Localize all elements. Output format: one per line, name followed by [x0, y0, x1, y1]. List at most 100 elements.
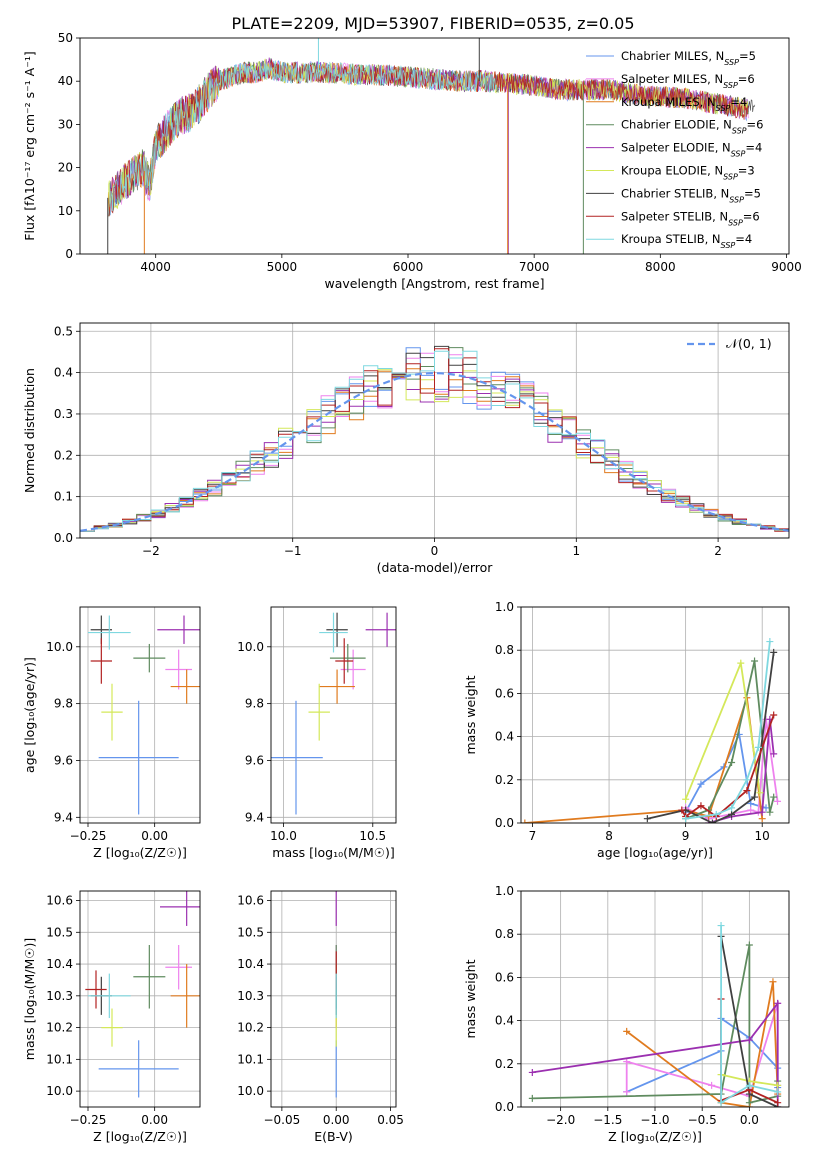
- axes-frame: [79, 37, 790, 255]
- y-tick-label: 40: [58, 74, 73, 88]
- axes-mass_vs_ebv: −0.05 0.00 0.05 10.0 10.1 10.2 10.3 10.4 10.5 10.…: [237, 890, 404, 1144]
- weight-marker: [728, 804, 736, 812]
- y-tick-label: 50: [58, 31, 73, 45]
- y-tick-label: 0.0: [495, 816, 514, 830]
- figure-title: PLATE=2209, MJD=53907, FIBERID=0535, z=0…: [231, 14, 634, 33]
- x-tick-label: 0.00: [141, 1113, 168, 1127]
- weight-marker: [747, 806, 755, 814]
- legend-label: Salpeter STELIB, NSSP=6: [621, 209, 760, 227]
- weight-marker: [623, 1027, 631, 1035]
- y-tick-label: 10.2: [237, 1021, 264, 1035]
- y-tick-label: 10: [58, 204, 73, 218]
- axes-frame: [520, 606, 790, 824]
- axes-weight_vs_Z: −2.0 −1.5 −1.0 −0.5 0.0 0.0 0.2 0.4 0.6 0.8 1.0 Z […: [463, 884, 790, 1144]
- weight-marker: [766, 808, 774, 816]
- y-tick-label: 1.0: [495, 884, 514, 898]
- y-tick-label: 0.2: [495, 773, 514, 787]
- y-tick-label: 10.1: [237, 1052, 264, 1066]
- weight-marker: [708, 1081, 716, 1089]
- legend-label: Kroupa ELODIE, NSSP=3: [621, 164, 755, 182]
- legend-label: Chabrier MILES, NSSP=5: [621, 49, 756, 67]
- x-tick-label: −0.25: [70, 1113, 107, 1127]
- y-tick-label: 0.0: [495, 1100, 514, 1114]
- y-tick-label: 0.6: [495, 686, 514, 700]
- legend: Chabrier MILES, NSSP=5 Salpeter MILES, NS…: [586, 49, 763, 250]
- weight-marker: [770, 750, 778, 758]
- legend-label: Kroupa MILES, NSSP=4: [621, 95, 747, 113]
- weight-marker: [728, 759, 736, 767]
- weight-marker: [762, 804, 770, 812]
- weight-marker: [743, 787, 751, 795]
- weight-marker: [774, 1099, 782, 1107]
- x-tick-label: 1: [572, 544, 580, 558]
- weight-marker: [745, 1036, 753, 1044]
- y-tick-label: 9.8: [54, 697, 73, 711]
- error-bars: [271, 612, 396, 815]
- axes-frame: [520, 890, 790, 1108]
- y-tick-label: 10.5: [237, 925, 264, 939]
- x-tick-label: 10.0: [270, 829, 297, 843]
- y-tick-label: 0.5: [54, 324, 73, 338]
- weight-marker: [770, 711, 778, 719]
- weight-marker: [770, 648, 778, 656]
- y-tick-label: 10.0: [46, 640, 73, 654]
- y-tick-label: 9.8: [245, 697, 264, 711]
- axes-frame: [79, 890, 201, 1108]
- spectrum-lines: [107, 38, 756, 254]
- weight-marker: [528, 1094, 536, 1102]
- y-tick-label: 30: [58, 117, 73, 131]
- weight-series-7: [681, 714, 775, 818]
- x-tick-label: 7000: [519, 260, 550, 274]
- weight-marker: [743, 776, 751, 784]
- weight-marker: [745, 1081, 753, 1089]
- x-tick-label: 0.05: [377, 1113, 404, 1127]
- y-tick-label: 9.6: [54, 753, 73, 767]
- weight-marker: [528, 1068, 536, 1076]
- x-tick-label: 10: [755, 829, 770, 843]
- y-tick-label: 10.1: [46, 1052, 73, 1066]
- weight-series-3: [685, 660, 775, 820]
- y-axis-label: mass weight: [463, 959, 478, 1038]
- weight-marker: [751, 793, 759, 801]
- spectrum-series-8: [109, 60, 497, 216]
- y-tick-label: 9.4: [54, 810, 73, 824]
- weight-marker: [623, 1058, 631, 1066]
- histogram-series-8: [80, 350, 789, 532]
- x-axis-label: mass [log₁₀(M/M☉)]: [272, 845, 394, 860]
- x-tick-label: 10.5: [359, 829, 386, 843]
- weight-marker: [708, 819, 716, 823]
- axes-spectrum: 4000 5000 6000 7000 8000 9000 0 10 20 30 40 50 wavel…: [22, 31, 802, 291]
- x-tick-label: 8: [605, 829, 613, 843]
- weight-series-6: [647, 652, 775, 823]
- y-axis-label: Flux [fλ10⁻¹⁷ erg cm⁻² s⁻¹ A⁻¹]: [22, 51, 37, 240]
- error-bars: [88, 615, 200, 815]
- x-tick-label: −1.0: [640, 1113, 669, 1127]
- axes-age_vs_mass: 10.0 10.5 9.4 9.6 9.8 10.0 mass [log₁₀(M/M☉)]: [237, 606, 397, 860]
- y-tick-label: 9.6: [245, 753, 264, 767]
- x-axis-label: age [log₁₀(age/yr)]: [597, 845, 713, 860]
- y-tick-label: 1.0: [495, 600, 514, 614]
- weight-marker: [678, 806, 686, 814]
- weight-marker: [521, 819, 529, 823]
- legend-label: Salpeter MILES, NSSP=6: [621, 72, 755, 90]
- weight-marker: [643, 815, 651, 823]
- weight-marker: [717, 922, 725, 930]
- x-tick-label: 5000: [267, 260, 298, 274]
- weight-marker: [682, 795, 690, 803]
- y-tick-label: 0.8: [495, 643, 514, 657]
- weight-lines: [521, 638, 782, 823]
- weight-marker: [623, 1088, 631, 1096]
- y-tick-label: 0.8: [495, 927, 514, 941]
- weight-series-0: [684, 731, 767, 813]
- histograms: [80, 345, 789, 532]
- weight-marker: [754, 743, 762, 751]
- axes-frame: [270, 890, 397, 1108]
- y-tick-label: 10.6: [237, 894, 264, 908]
- x-tick-label: 0: [431, 544, 439, 558]
- y-tick-label: 10.5: [46, 925, 73, 939]
- y-axis-label: Normed distribution: [22, 368, 37, 493]
- weight-marker: [747, 800, 755, 808]
- y-tick-label: 10.4: [237, 957, 264, 971]
- weight-series-8: [720, 925, 778, 1105]
- normal-curve: [80, 371, 789, 532]
